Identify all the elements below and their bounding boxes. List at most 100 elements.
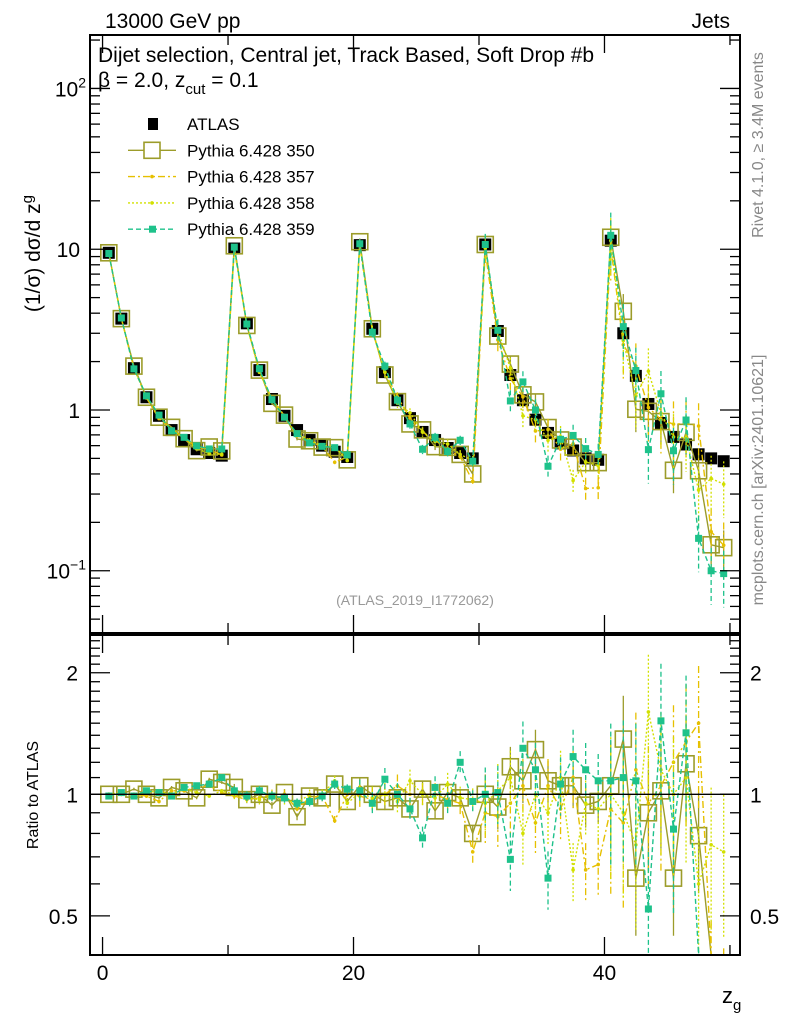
legend-label: Pythia 6.428 359 — [187, 220, 315, 239]
ratio-3-point-marker — [381, 775, 389, 783]
legend-label: Pythia 6.428 358 — [187, 194, 315, 213]
series-3-point-marker — [368, 328, 376, 336]
series-3-point-marker — [280, 413, 288, 421]
ratio-3-point-marker — [569, 753, 577, 761]
ratio-3-point-marker — [669, 825, 677, 833]
series-3-point-marker — [669, 447, 677, 455]
series-2-point-marker — [521, 414, 525, 418]
series-3-point-marker — [619, 323, 627, 331]
series-0-point-marker — [275, 406, 294, 424]
series-3-point-marker — [695, 534, 703, 542]
ratio-3-point-marker — [306, 797, 314, 805]
series-3-point-marker — [356, 240, 364, 248]
ratio-1-point-marker — [470, 850, 475, 854]
legend-marker — [150, 201, 154, 205]
ratio-panel-series — [90, 654, 740, 956]
ratio-3-point-marker — [293, 799, 301, 807]
series-0-point-marker — [238, 316, 256, 335]
atlas-data-point — [717, 455, 730, 468]
series-3-point-marker — [168, 427, 176, 435]
ratio-0-point-marker — [175, 782, 193, 800]
series-3-point-marker — [155, 411, 163, 419]
ratio-2-point-marker — [207, 794, 212, 798]
ratio-3-point-marker — [582, 766, 590, 774]
series-3-point-marker — [481, 240, 489, 248]
ratio-0-point-marker — [451, 789, 469, 807]
series-3-point-marker — [105, 249, 113, 257]
ratio-3-point-marker — [105, 792, 113, 800]
series-3-point-marker — [230, 243, 238, 251]
atlas-data-point — [705, 452, 718, 465]
header-right: Jets — [691, 10, 730, 33]
ratio-3-point-marker — [180, 783, 188, 791]
ratio-3-point-marker — [356, 787, 364, 795]
ratio-2-point-marker — [721, 850, 726, 854]
ratio-3-point-marker — [682, 729, 690, 737]
series-3-point-marker — [557, 435, 565, 443]
series-3-point-marker — [607, 231, 615, 239]
ratio-3-point-marker — [117, 789, 125, 797]
legend-item: Pythia 6.428 359 — [128, 220, 315, 239]
series-0-point-marker — [689, 461, 708, 480]
series-2-point-marker — [709, 476, 713, 481]
series-3-point-marker — [381, 362, 389, 370]
ratio-3-point-marker — [331, 780, 339, 788]
series-3-point-marker — [142, 392, 150, 400]
series-3-point-marker — [657, 390, 665, 398]
series-0-point-marker — [137, 388, 156, 407]
title-part3: = 0.1 — [205, 69, 258, 92]
series-0-point-marker — [150, 408, 168, 427]
series-2-point-marker — [383, 370, 387, 374]
ratio-0-point-marker — [501, 757, 520, 776]
ratio-3-point-marker — [218, 774, 226, 782]
series-3-point-marker — [318, 442, 326, 450]
ratio-3-point-marker — [268, 792, 276, 800]
series-3-point-marker — [431, 433, 439, 441]
series-3-point-marker — [644, 446, 652, 454]
series-3-point-marker — [331, 444, 339, 452]
series-3-point-marker — [707, 567, 715, 575]
series-0-point-marker — [175, 429, 193, 448]
legend-marker — [150, 174, 154, 179]
ratio-3-point-marker — [168, 792, 176, 800]
series-3-point-marker — [519, 378, 527, 386]
series-3-point-marker — [506, 397, 514, 405]
ratio-0-point-marker — [627, 869, 645, 887]
axes: 0 20 40 10−1 1 10 102 0.5 0.5 1 1 2 2 — [47, 34, 779, 985]
x-tick-label: 40 — [593, 962, 616, 985]
y-tick-label: 10−1 — [47, 557, 87, 584]
ratio-2-point-marker — [546, 810, 550, 815]
ratio-tick-label-right: 0.5 — [750, 906, 779, 929]
legend-label: Pythia 6.428 350 — [187, 141, 315, 160]
series-1-point-marker — [546, 427, 550, 432]
series-1-point-marker — [521, 395, 525, 399]
ratio-1-point-marker — [583, 868, 588, 872]
main-panel-series — [100, 212, 733, 608]
ratio-0-point-marker — [187, 789, 206, 807]
ratio-1-point-marker — [332, 818, 337, 823]
series-2-point-marker — [458, 452, 462, 457]
ratio-3-point-marker — [607, 777, 615, 785]
series-3-point-marker — [469, 457, 477, 465]
series-3-point-marker — [594, 450, 602, 458]
series-line-0 — [108, 237, 724, 549]
series-2-point-marker — [596, 463, 601, 468]
series-3-point-marker — [343, 451, 351, 459]
ratio-1-point-marker — [157, 799, 161, 804]
ratio-3-point-marker — [619, 774, 627, 782]
ratio-2-point-marker — [370, 796, 375, 800]
ratio-1-point-marker — [144, 794, 149, 798]
ratio-3-point-marker — [657, 717, 665, 725]
ratio-2-point-marker — [194, 790, 199, 795]
series-2-point-marker — [721, 482, 726, 486]
legend: ATLAS Pythia 6.428 350 Pythia 6.428 357 Pyt… — [128, 115, 315, 239]
ratio-1-point-marker — [169, 789, 174, 793]
ratio-line-3 — [108, 720, 724, 956]
ratio-2-point-marker — [345, 801, 350, 806]
series-2-point-marker — [646, 369, 651, 373]
ratio-1-point-marker — [571, 775, 575, 780]
ratio-1-point-marker — [521, 783, 525, 788]
series-3-point-marker — [293, 430, 301, 438]
ratio-3-point-marker — [142, 787, 150, 795]
title-subscript: cut — [185, 81, 206, 98]
